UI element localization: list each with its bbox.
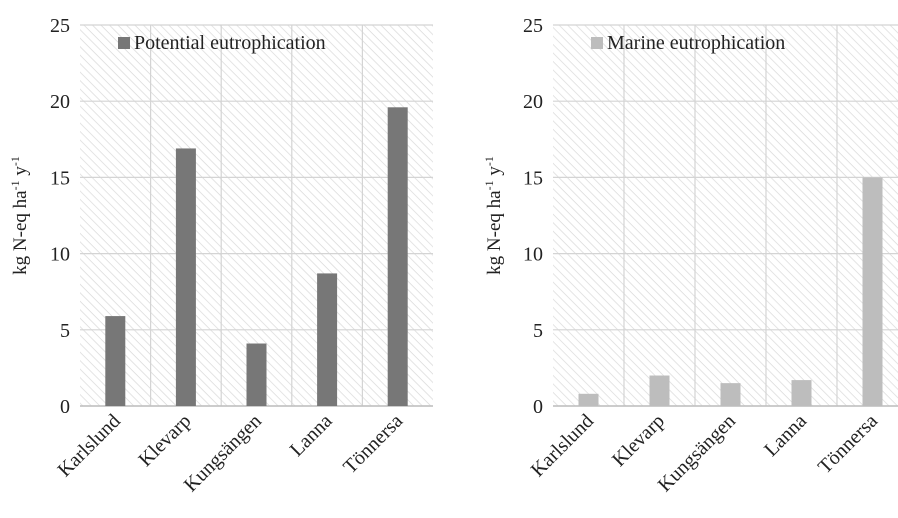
bar-karlslund	[105, 316, 126, 406]
x-tick-label: Klevarp	[608, 410, 669, 471]
bar-tönnersa	[862, 177, 883, 406]
bar-karlslund	[578, 393, 599, 406]
legend-label: Marine eutrophication	[607, 32, 785, 54]
y-tick-label: 25	[523, 15, 543, 37]
x-tick-label: Klevarp	[134, 410, 195, 471]
y-tick-label: 10	[50, 244, 70, 266]
x-tick-label: Tönnersa	[814, 410, 882, 478]
y-tick-label: 25	[50, 15, 70, 37]
legend-label: Potential eutrophication	[134, 32, 326, 54]
x-tick-label: Lanna	[286, 410, 337, 461]
y-tick-label: 20	[523, 91, 543, 113]
y-tick-label: 0	[60, 396, 70, 418]
y-axis-label: kg N-eq ha-1 y-1	[482, 156, 505, 275]
bar-lanna	[317, 273, 338, 406]
y-tick-label: 20	[50, 91, 70, 113]
y-tick-label: 15	[50, 167, 70, 189]
legend: Marine eutrophication	[591, 32, 785, 54]
x-tick-label: Lanna	[760, 410, 811, 461]
x-tick-label: Kungsängen	[654, 410, 740, 496]
y-tick-label: 10	[523, 244, 543, 266]
plot-area	[80, 25, 433, 406]
plot-area	[553, 25, 898, 406]
bar-klevarp	[175, 148, 196, 406]
y-tick-label: 5	[60, 320, 70, 342]
legend-swatch	[591, 37, 603, 49]
legend-swatch	[118, 37, 130, 49]
bar-klevarp	[649, 375, 670, 406]
y-tick-label: 0	[533, 396, 543, 418]
x-tick-label: Karlslund	[53, 410, 124, 481]
x-tick-label: Tönnersa	[339, 410, 407, 478]
bar-kungsängen	[720, 383, 741, 406]
bar-tönnersa	[387, 107, 408, 407]
y-axis-label: kg N-eq ha-1 y-1	[8, 156, 31, 275]
y-tick-label: 15	[523, 167, 543, 189]
y-tick-label: 5	[533, 320, 543, 342]
legend: Potential eutrophication	[118, 32, 326, 54]
bar-lanna	[791, 380, 812, 406]
bar-kungsängen	[246, 343, 267, 406]
x-tick-label: Karlslund	[527, 410, 598, 481]
